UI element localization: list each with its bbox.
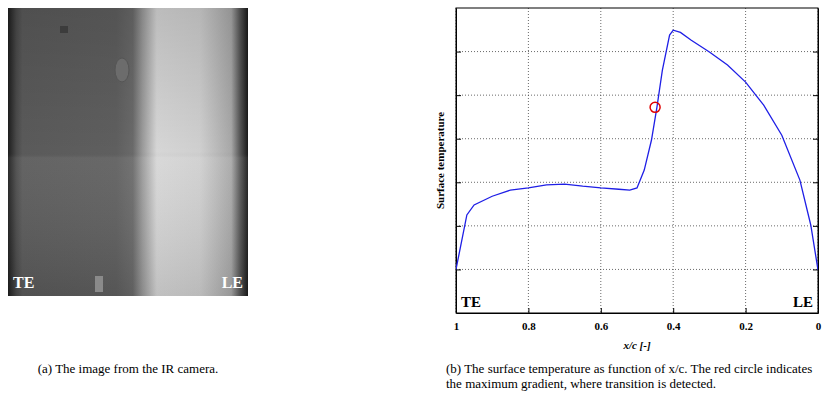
y-tick-mark — [813, 95, 818, 96]
y-tick — [813, 226, 818, 227]
x-tick-label: 1 — [454, 320, 460, 332]
grid-line — [528, 8, 529, 313]
grid-line — [456, 95, 818, 96]
x-tick-mark — [601, 308, 602, 313]
figure: TE LE (a) The image from the IR camera. 1 0.… — [0, 0, 831, 419]
caption: (a) The image from the IR camera. — [38, 361, 219, 376]
x-tick: 0.4 — [667, 308, 681, 332]
y-tick-mark — [813, 52, 818, 53]
x-tick-label: 0.2 — [739, 320, 753, 332]
image-label: LE — [222, 274, 243, 291]
y-tick — [456, 95, 461, 96]
x-tick-mark — [528, 308, 529, 313]
y-tick-mark — [456, 226, 461, 227]
y-tick-mark — [456, 52, 461, 53]
image-shade — [8, 8, 248, 296]
plot-frame — [456, 8, 818, 313]
x-tick-label: 0.4 — [667, 320, 681, 332]
series-line — [456, 30, 818, 270]
x-axis-line — [457, 313, 819, 314]
y-tick-mark — [813, 139, 818, 140]
grid-line — [456, 51, 818, 52]
x-tick-label: 0 — [816, 320, 822, 332]
annotation: LE — [793, 294, 813, 310]
y-tick — [456, 139, 461, 140]
grid-line — [456, 138, 818, 139]
y-tick-mark — [813, 226, 818, 227]
x-tick-mark — [673, 308, 674, 313]
x-tick: 0.2 — [739, 308, 753, 332]
y-tick-mark — [456, 269, 461, 270]
plot-data — [456, 30, 818, 270]
grid-line — [456, 182, 818, 183]
grid-line — [673, 8, 674, 313]
y-tick — [813, 95, 818, 96]
x-tick: 0.6 — [594, 308, 608, 332]
y-tick-mark — [813, 182, 818, 183]
x-axis-title: x/c [-] — [622, 339, 651, 351]
y-axis-line — [818, 9, 819, 314]
y-tick — [813, 182, 818, 183]
grid-line — [456, 225, 818, 226]
x-tick-label: 0.6 — [594, 320, 608, 332]
x-tick-label: 0.8 — [522, 320, 536, 332]
grid — [456, 8, 818, 313]
y-tick — [456, 182, 461, 183]
y-tick — [456, 269, 461, 270]
y-tick — [456, 226, 461, 227]
grid-line — [600, 8, 601, 313]
image-background — [8, 8, 248, 296]
y-tick — [456, 52, 461, 53]
x-tick-mark — [746, 308, 747, 313]
image-label: TE — [13, 274, 34, 291]
y-tick — [813, 52, 818, 53]
y-tick-mark — [813, 269, 818, 270]
grid-line — [745, 8, 746, 313]
y-tick — [813, 139, 818, 140]
image-marker — [60, 26, 68, 33]
grid-line — [456, 269, 818, 270]
ir-image — [8, 8, 248, 296]
y-tick-mark — [456, 95, 461, 96]
image-spot — [115, 58, 129, 82]
x-axis: 1 0.8 0.6 0.4 0.2 0 — [454, 308, 822, 332]
y-tick-mark — [456, 182, 461, 183]
caption: (b) The surface temperature as function … — [446, 361, 812, 391]
y-tick — [813, 269, 818, 270]
transition-marker — [650, 102, 660, 112]
y-axis-title: Surface temperature — [434, 112, 446, 209]
x-tick: 0.8 — [522, 308, 536, 332]
y-tick-mark — [456, 139, 461, 140]
annotation: TE — [461, 294, 481, 310]
image-marker — [95, 276, 103, 292]
